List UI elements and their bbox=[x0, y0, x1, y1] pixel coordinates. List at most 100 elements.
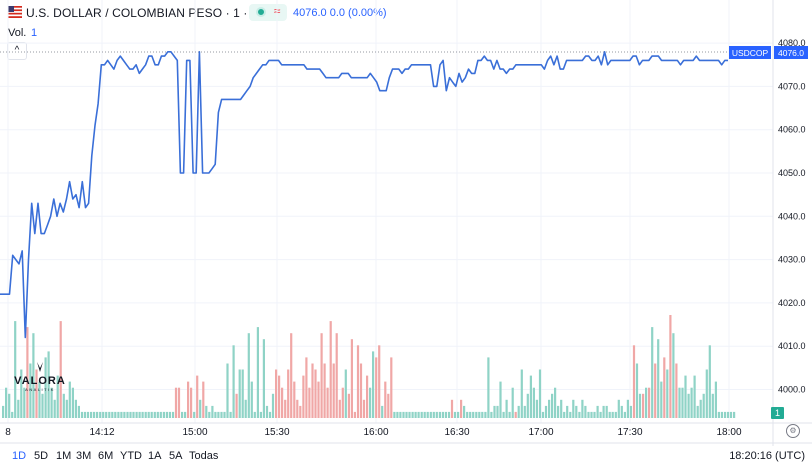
symbol-tag-text: USDCOP bbox=[732, 48, 769, 58]
price-tick-label: 4080.0 bbox=[778, 38, 806, 48]
volume-bar bbox=[496, 405, 499, 418]
volume-bar bbox=[74, 399, 77, 418]
volume-bar bbox=[581, 399, 584, 418]
volume-bar bbox=[414, 411, 417, 418]
volume-bar bbox=[111, 411, 114, 418]
range-button-6m[interactable]: 6M bbox=[98, 450, 114, 462]
volume-bar bbox=[47, 351, 50, 418]
collapse-legend-button[interactable]: ^ bbox=[7, 42, 27, 60]
volume-bar bbox=[181, 411, 184, 418]
volume-bar bbox=[108, 411, 111, 418]
volume-bar bbox=[93, 411, 96, 418]
volume-bar bbox=[326, 387, 329, 418]
volume-bar bbox=[32, 333, 35, 418]
volume-bar bbox=[705, 369, 708, 418]
volume-bar bbox=[690, 387, 693, 418]
price-tick-label: 4020.0 bbox=[778, 298, 806, 308]
volume-bar bbox=[620, 405, 623, 418]
volume-bar bbox=[271, 393, 275, 418]
volume-bar bbox=[156, 411, 159, 418]
chevron-up-icon: ^ bbox=[14, 45, 20, 56]
volume-bar bbox=[505, 399, 508, 418]
volume-bar bbox=[384, 381, 387, 418]
volume-bar bbox=[238, 369, 241, 418]
clock[interactable]: 18:20:16 (UTC) bbox=[729, 450, 805, 462]
volume-bar bbox=[177, 387, 181, 418]
volume-bar bbox=[208, 411, 211, 418]
range-button-5d[interactable]: 5D bbox=[34, 450, 49, 462]
volume-bar bbox=[211, 405, 214, 418]
price-tick-label: 4000.0 bbox=[778, 385, 806, 395]
volume-bar bbox=[729, 411, 733, 418]
volume-bar bbox=[563, 411, 566, 418]
volume-bar bbox=[535, 399, 538, 418]
volume-bar bbox=[544, 405, 548, 418]
us-flag-icon bbox=[8, 6, 22, 18]
volume-bar bbox=[14, 321, 17, 418]
volume-bar bbox=[720, 411, 723, 418]
volume-bar bbox=[159, 411, 162, 418]
volume-bars bbox=[2, 315, 736, 418]
volume-bar bbox=[353, 411, 356, 418]
range-button-todas[interactable]: Todas bbox=[189, 450, 219, 462]
volume-bar bbox=[53, 399, 56, 418]
volume-bar bbox=[223, 411, 226, 418]
range-button-1d[interactable]: 1D bbox=[12, 450, 27, 462]
range-button-ytd[interactable]: YTD bbox=[120, 450, 142, 462]
volume-bar bbox=[541, 411, 545, 418]
volume-bar bbox=[8, 393, 11, 418]
volume-bar bbox=[478, 411, 481, 418]
volume-bar bbox=[717, 411, 720, 418]
volume-bar bbox=[308, 387, 311, 418]
symbol-tag: USDCOP bbox=[729, 46, 771, 59]
volume-bar bbox=[381, 405, 384, 418]
volume-bar bbox=[708, 345, 711, 418]
range-button-1m[interactable]: 1M bbox=[56, 450, 72, 462]
range-button-3m[interactable]: 3M bbox=[76, 450, 92, 462]
range-button-1a[interactable]: 1A bbox=[148, 450, 162, 462]
volume-bar bbox=[523, 405, 526, 418]
volume-bar bbox=[293, 381, 296, 418]
symbol-title[interactable]: U.S. DOLLAR / COLOMBIAN PESO · 1 · ICE bbox=[26, 6, 272, 20]
logo-subtitle: ANALITIK bbox=[25, 387, 55, 392]
volume-bar bbox=[147, 411, 150, 418]
volume-bar bbox=[435, 411, 438, 418]
volume-bar bbox=[102, 411, 105, 418]
volume-bar bbox=[538, 369, 542, 418]
range-button-5a[interactable]: 5A bbox=[169, 450, 183, 462]
time-tick-label: 8 bbox=[5, 427, 11, 438]
volume-bar bbox=[244, 399, 247, 418]
time-tick-label: 15:00 bbox=[182, 427, 207, 438]
volume-bar bbox=[205, 405, 208, 418]
volume-bar bbox=[80, 411, 84, 418]
volume-bar bbox=[165, 411, 168, 418]
volume-bar bbox=[17, 399, 20, 418]
volume-bar bbox=[660, 381, 663, 418]
volume-bar bbox=[432, 411, 435, 418]
volume-bar bbox=[714, 381, 717, 418]
volume-bar bbox=[317, 381, 320, 418]
volume-bar bbox=[438, 411, 441, 418]
volume-bar bbox=[593, 411, 596, 418]
volume-bar bbox=[699, 399, 702, 418]
volume-bar bbox=[347, 393, 350, 418]
volume-bar bbox=[59, 321, 62, 418]
volume-bar bbox=[278, 375, 281, 418]
time-tick-label: 17:30 bbox=[617, 427, 642, 438]
volume-bar bbox=[187, 381, 190, 418]
volume-bar bbox=[548, 399, 551, 418]
volume-bar bbox=[356, 345, 360, 418]
time-tick-label: 18:00 bbox=[716, 427, 741, 438]
volume-bar bbox=[105, 411, 108, 418]
volume-bar bbox=[366, 375, 369, 418]
volume-bar bbox=[423, 411, 426, 418]
volume-bar bbox=[390, 357, 393, 418]
volume-bar bbox=[86, 411, 90, 418]
settings-icon[interactable]: ⚙ bbox=[786, 424, 800, 438]
volume-bar bbox=[259, 411, 262, 418]
volume-bar bbox=[90, 411, 93, 418]
volume-bar bbox=[520, 369, 523, 418]
volume-bar bbox=[329, 321, 332, 418]
volume-bar bbox=[566, 405, 569, 418]
